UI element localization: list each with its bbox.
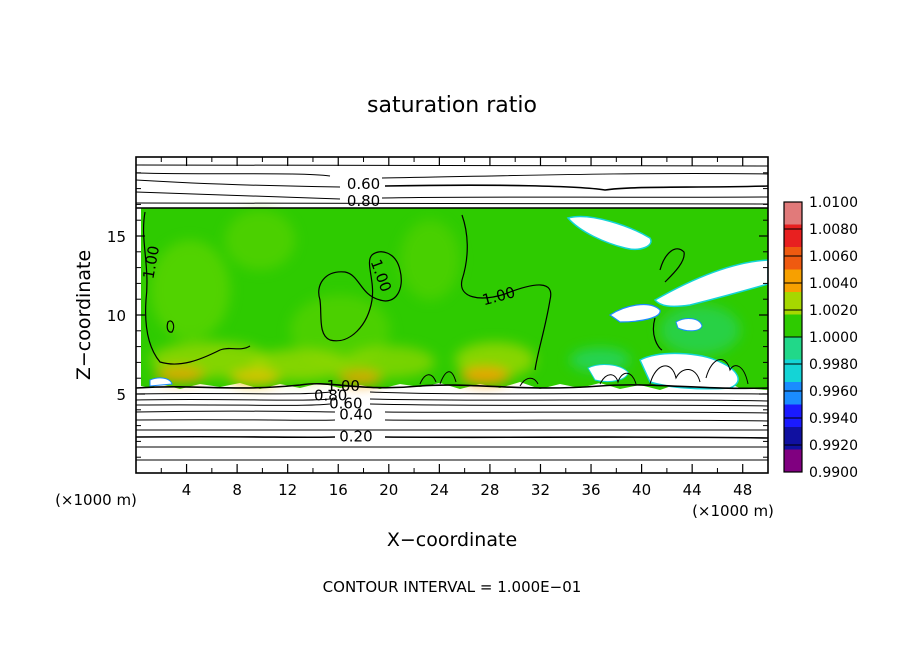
x-axis-unit-left: (×1000 m): [55, 491, 137, 509]
colorbar-swatch: [784, 382, 802, 405]
x-tick-label: 36: [581, 481, 600, 499]
colorbar-label: 1.0100: [809, 195, 858, 211]
colorbar-swatch: [784, 427, 802, 450]
x-tick-label: 24: [430, 481, 449, 499]
colorbar-swatch: [784, 359, 802, 383]
colorbar-swatch: [784, 202, 802, 225]
colorbar-swatch: [784, 224, 802, 248]
contour-label: 0.60: [329, 394, 362, 412]
subsaturated-regions: [149, 215, 768, 390]
x-tick-label: 8: [232, 481, 242, 499]
contour-label: 0.20: [339, 428, 372, 446]
contours-saturation: [142, 211, 685, 371]
contour-label: 0.80: [314, 387, 347, 405]
x-tick-label: 32: [531, 481, 550, 499]
contour-label: 1.00: [327, 377, 360, 395]
y-axis-label: Z−coordinate: [73, 250, 95, 380]
contour-label: 1.00: [140, 244, 164, 280]
colorbar-label: 1.0040: [809, 276, 858, 292]
field-highlights: [150, 210, 740, 386]
x-tick-label: 40: [632, 481, 651, 499]
x-axis-unit-right: (×1000 m): [692, 502, 774, 520]
colorbar-label: 1.0060: [809, 249, 858, 265]
colorbar-swatch: [784, 404, 802, 428]
x-tick-label: 28: [480, 481, 499, 499]
contour-labels: 0.600.801.00 1.001.001.000.800.600.400.20: [140, 175, 518, 446]
colorbar-label: 0.9920: [809, 438, 858, 454]
x-tick-label: 20: [379, 481, 398, 499]
colorbar: 1.0100 1.0080 1.0060 1.0040 1.0020 1.0000 0.99…: [783, 195, 858, 481]
contour-label: 0.80: [347, 192, 380, 210]
y-tick-label: 15: [107, 228, 126, 246]
contour-interval-note: CONTOUR INTERVAL = 1.000E−01: [323, 578, 582, 596]
colorbar-swatch: [784, 314, 802, 338]
colorbar-swatch: [784, 449, 802, 473]
plot-area: [136, 157, 768, 473]
colorbar-label: 1.0020: [809, 303, 858, 319]
contour-label: 0.40: [339, 406, 372, 424]
y-tick-label: 10: [107, 307, 126, 325]
colorbar-label: 0.9980: [809, 357, 858, 373]
x-tick-label: 4: [182, 481, 192, 499]
colorbar-label: 0.9940: [809, 411, 858, 427]
colorbar-label: 1.0000: [809, 330, 858, 346]
x-tick-label: 16: [329, 481, 348, 499]
x-tick-label: 44: [683, 481, 702, 499]
y-tick-label: 5: [116, 386, 126, 404]
x-tick-label: 48: [733, 481, 752, 499]
colorbar-label: 0.9900: [809, 465, 858, 481]
x-tick-label: 12: [278, 481, 297, 499]
colorbar-swatch: [784, 247, 802, 270]
contours-upper: [136, 164, 768, 209]
colorbar-label: 1.0080: [809, 222, 858, 238]
contour-label: 0.60: [347, 175, 380, 193]
x-axis-label: X−coordinate: [387, 529, 517, 551]
chart-title: saturation ratio: [367, 93, 537, 118]
colorbar-swatch: [784, 292, 802, 315]
colorbar-label: 0.9960: [809, 384, 858, 400]
colorbar-swatch: [784, 269, 802, 293]
contours-lower: [136, 359, 768, 461]
colorbar-swatch: [784, 337, 802, 360]
